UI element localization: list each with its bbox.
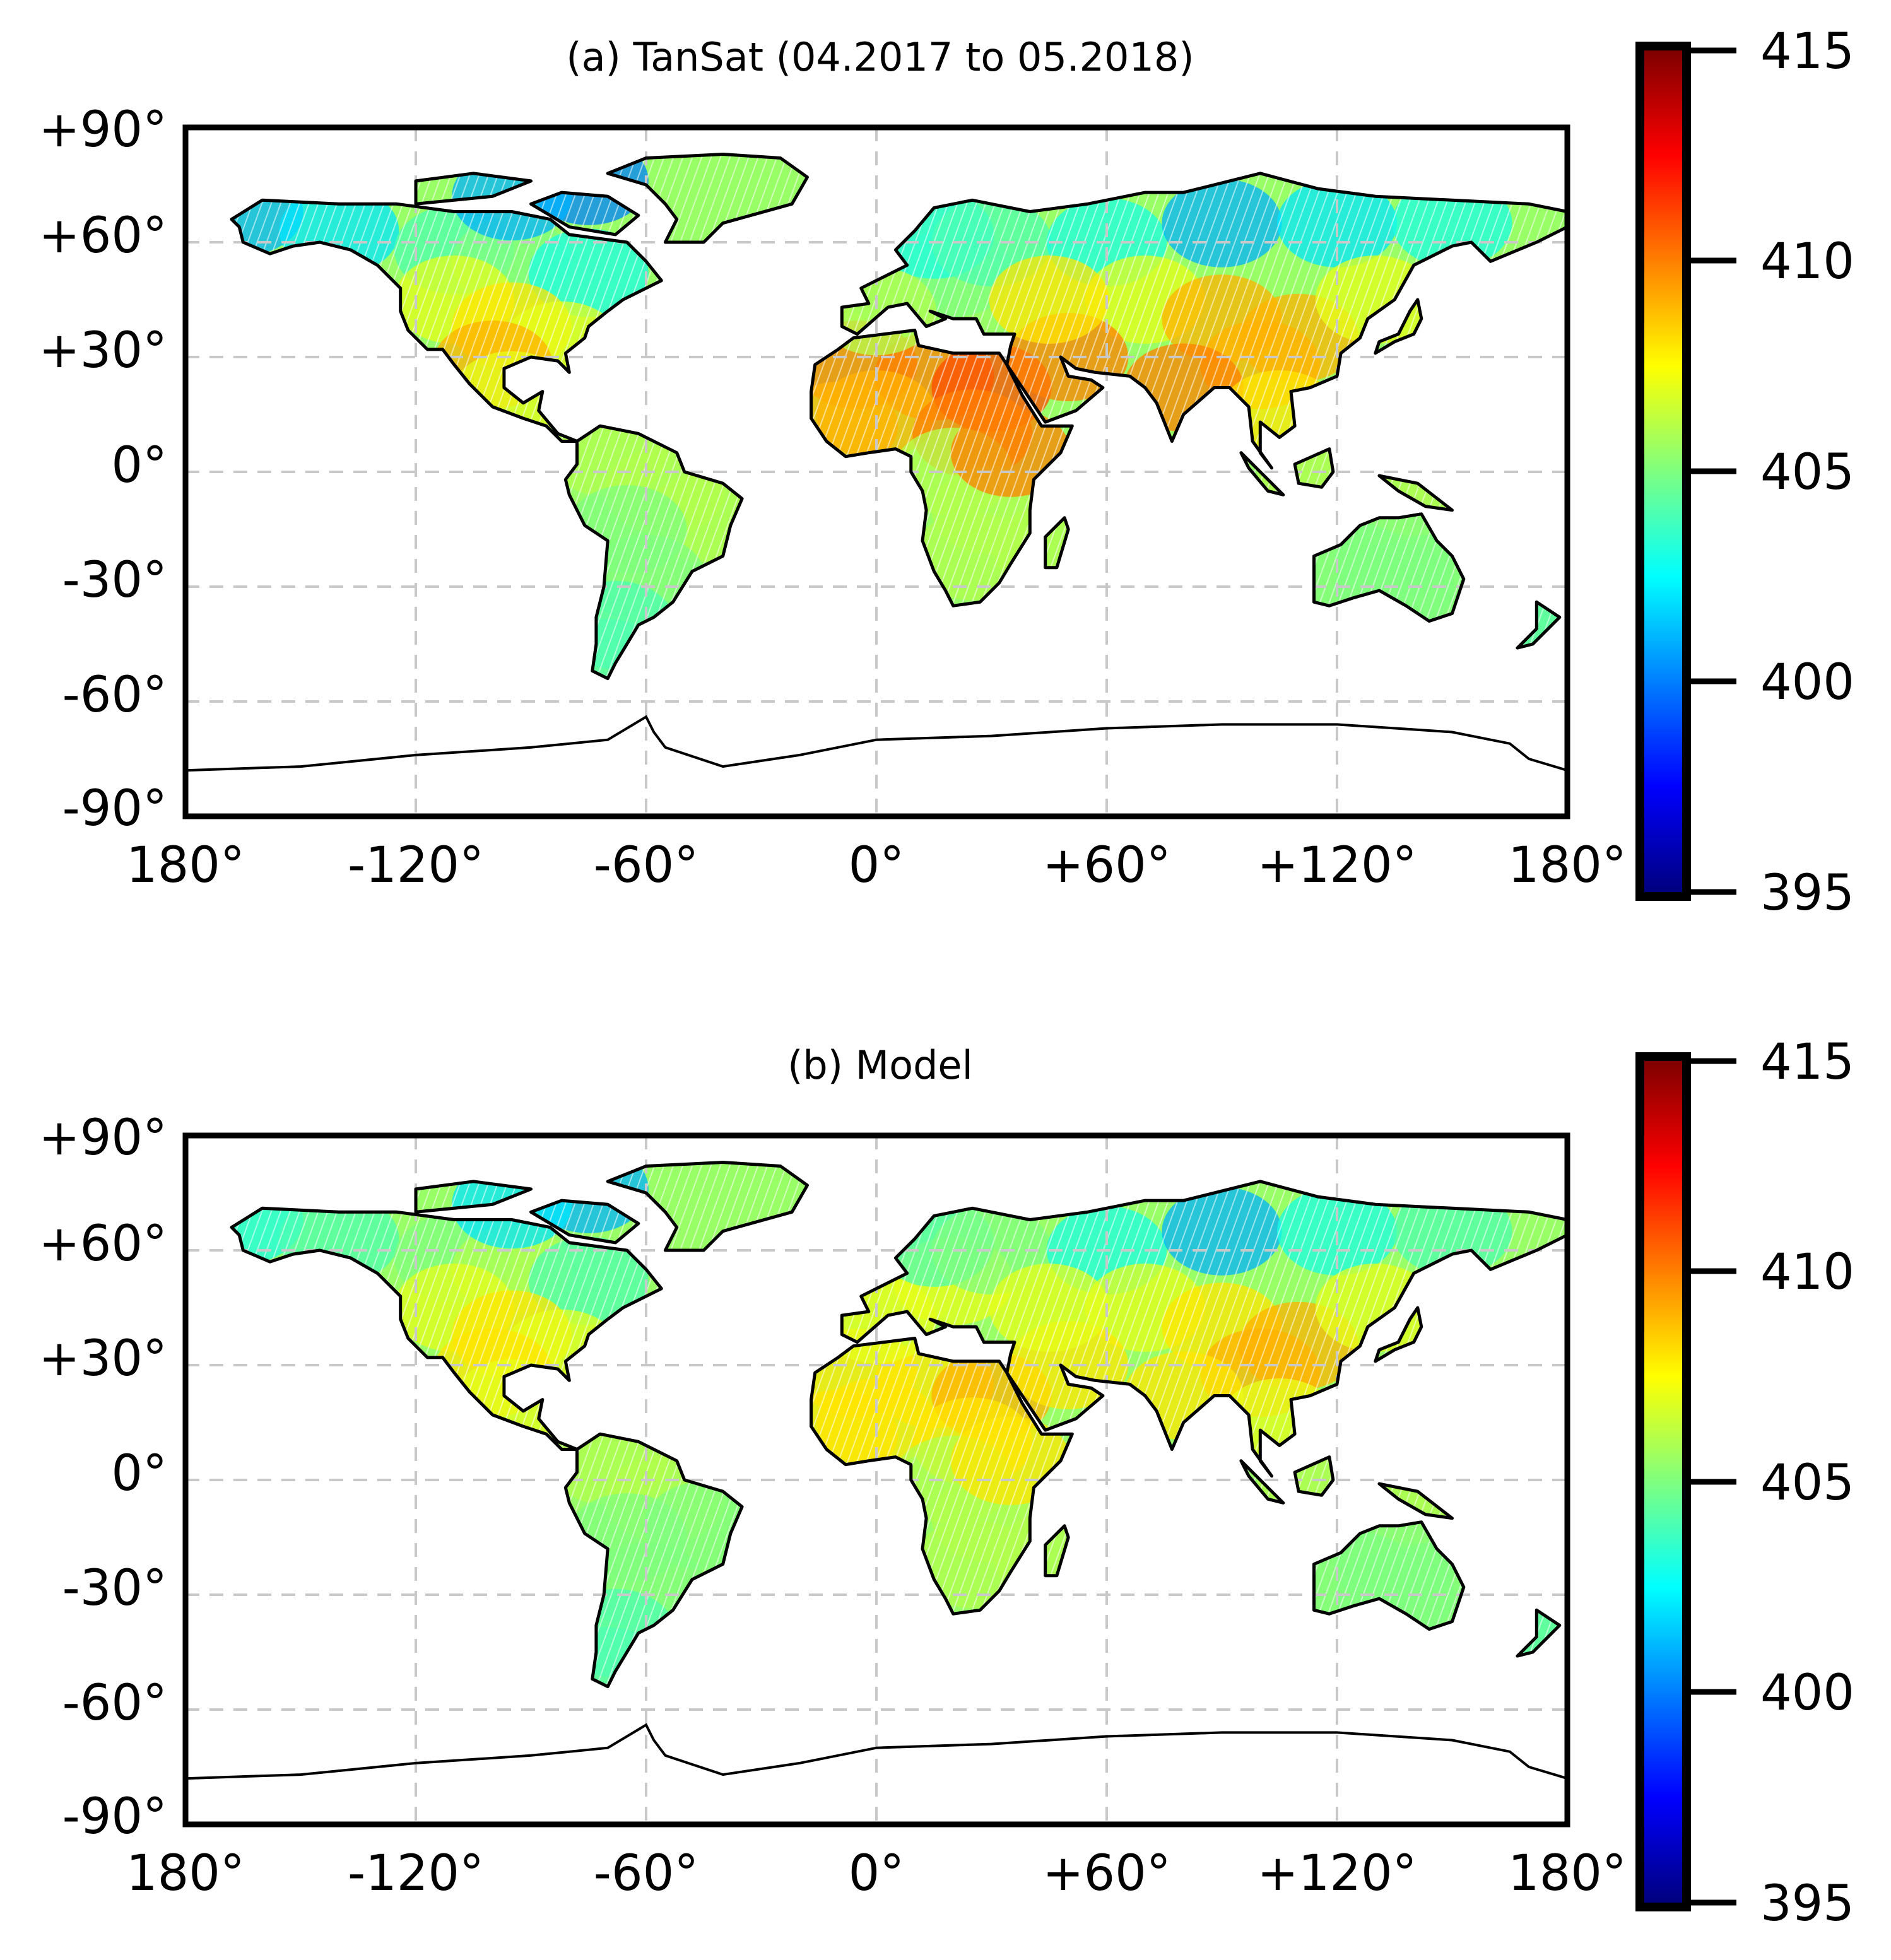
coastline	[563, 1432, 744, 1689]
panel-b-xtick-label: +120°	[1257, 1845, 1417, 1902]
coastline	[810, 1337, 1074, 1616]
panel-b-map	[182, 1132, 1570, 1828]
panel-a-ytick-label: 0°	[111, 437, 167, 494]
coastline	[840, 172, 1569, 470]
coastline	[1377, 1482, 1454, 1520]
coastline	[1239, 451, 1285, 496]
panel-a-ytick-label: -60°	[62, 667, 167, 724]
panel-a-y-ticks: +90° +60° +30° 0° -30° -60° -90°	[38, 102, 167, 837]
panel-a-x-ticks: 180° -120° -60° 0° +60° +120° 180°	[126, 837, 1627, 894]
panel-a-frame	[182, 124, 1570, 819]
panel-a-colorbar-tick-label: 400	[1760, 654, 1854, 711]
panel-a-colorbar-tick-label: 410	[1760, 233, 1854, 290]
panel-b-xtick-label: -120°	[348, 1845, 484, 1902]
panel-b-xtick-label: 180°	[1508, 1845, 1627, 1902]
panel-a-colorbar-gradient	[1644, 50, 1682, 892]
panel-a-colorbar-tick-label: 395	[1760, 865, 1854, 922]
coastline	[1516, 1608, 1562, 1658]
coastline	[1044, 516, 1070, 570]
panel-a-colorbar-tick-label: 415	[1760, 23, 1854, 80]
panel-b-y-ticks: +90° +60° +30° 0° -30° -60° -90°	[38, 1110, 167, 1845]
panel-b-ytick-label: +30°	[38, 1330, 167, 1387]
coastline	[529, 1199, 640, 1245]
panel-b-xtick-label: 180°	[126, 1845, 245, 1902]
panel-b-ytick-label: +60°	[38, 1216, 167, 1272]
panel-b-colorbar-tick-label: 405	[1760, 1455, 1854, 1511]
panel-a-coastlines	[185, 153, 1569, 772]
coastline	[810, 329, 1074, 607]
panel-b-title: (b) Model	[787, 1042, 973, 1088]
panel-b-colorbar-tick-label: 400	[1760, 1665, 1854, 1722]
panel-a-xtick-label: +120°	[1257, 837, 1417, 894]
panel-b-xtick-label: -60°	[594, 1845, 698, 1902]
panel-a-xtick-label: 180°	[1508, 837, 1627, 894]
coastline	[563, 424, 744, 681]
panel-a-xtick-label: +60°	[1042, 837, 1171, 894]
panel-b-frame	[182, 1132, 1570, 1828]
panel-a-colorbar: 415 410 405 400 395	[1635, 23, 1854, 922]
coastline	[230, 198, 663, 443]
coastline	[606, 1161, 809, 1252]
coastline	[230, 1206, 663, 1451]
panel-b-xtick-label: +60°	[1042, 1845, 1171, 1902]
coastline	[1374, 1306, 1423, 1363]
coastline	[1374, 298, 1423, 355]
panel-b-colorbar-tick-label: 410	[1760, 1244, 1854, 1301]
coastline	[1044, 1524, 1070, 1578]
panel-a-ytick-label: +30°	[38, 322, 167, 379]
coastline	[606, 153, 809, 244]
panel-b-x-ticks: 180° -120° -60° 0° +60° +120° 180°	[126, 1845, 1627, 1902]
panel-b-colorbar-gradient	[1644, 1061, 1682, 1903]
antarctica-coastline	[185, 715, 1568, 772]
panel-a-map	[182, 124, 1570, 819]
panel-b-ytick-label: -30°	[62, 1560, 167, 1617]
panel-a-title: (a) TanSat (04.2017 to 05.2018)	[566, 34, 1194, 80]
coastline	[840, 1180, 1569, 1478]
panel-b-gridlines	[186, 1136, 1567, 1824]
panel-a-ytick-label: -30°	[62, 552, 167, 609]
coastline	[1312, 512, 1466, 623]
coastline	[1293, 1455, 1335, 1497]
coastline	[1312, 1520, 1466, 1631]
panel-b-ytick-label: 0°	[111, 1445, 167, 1502]
panel-a-ytick-label: -90°	[62, 780, 167, 837]
panel-b-colorbar: 415 410 405 400 395	[1635, 1034, 1854, 1932]
panel-a-xtick-label: -120°	[348, 837, 484, 894]
coastline	[1293, 447, 1335, 489]
antarctica-coastline	[185, 1723, 1568, 1780]
coastline	[1239, 1459, 1285, 1505]
panel-a-xtick-label: -60°	[594, 837, 698, 894]
panel-a-ytick-label: +60°	[38, 208, 167, 264]
panel-b-coastlines	[185, 1161, 1569, 1780]
coastline	[1516, 600, 1562, 650]
panel-b-colorbar-tick-label: 395	[1760, 1875, 1854, 1932]
coastline	[414, 1180, 533, 1214]
panel-a-xtick-label: 180°	[126, 837, 245, 894]
panel-b-xtick-label: 0°	[849, 1845, 905, 1902]
panel-a: (a) TanSat (04.2017 to 05.2018) +90° +60…	[38, 23, 1854, 922]
coastline	[1377, 474, 1454, 512]
panel-b: (b) Model +90° +60° +30° 0° -30° -60° -9…	[38, 1034, 1854, 1932]
panel-b-ytick-label: -60°	[62, 1675, 167, 1732]
panel-a-gridlines	[186, 127, 1567, 816]
panel-b-colorbar-tick-label: 415	[1760, 1034, 1854, 1091]
panel-b-ytick-label: +90°	[38, 1110, 167, 1166]
panel-b-ytick-label: -90°	[62, 1788, 167, 1845]
panel-a-colorbar-tick-label: 405	[1760, 444, 1854, 501]
coastline	[529, 191, 640, 237]
panel-a-xtick-label: 0°	[849, 837, 905, 894]
panel-a-ytick-label: +90°	[38, 102, 167, 158]
coastline	[414, 172, 533, 206]
